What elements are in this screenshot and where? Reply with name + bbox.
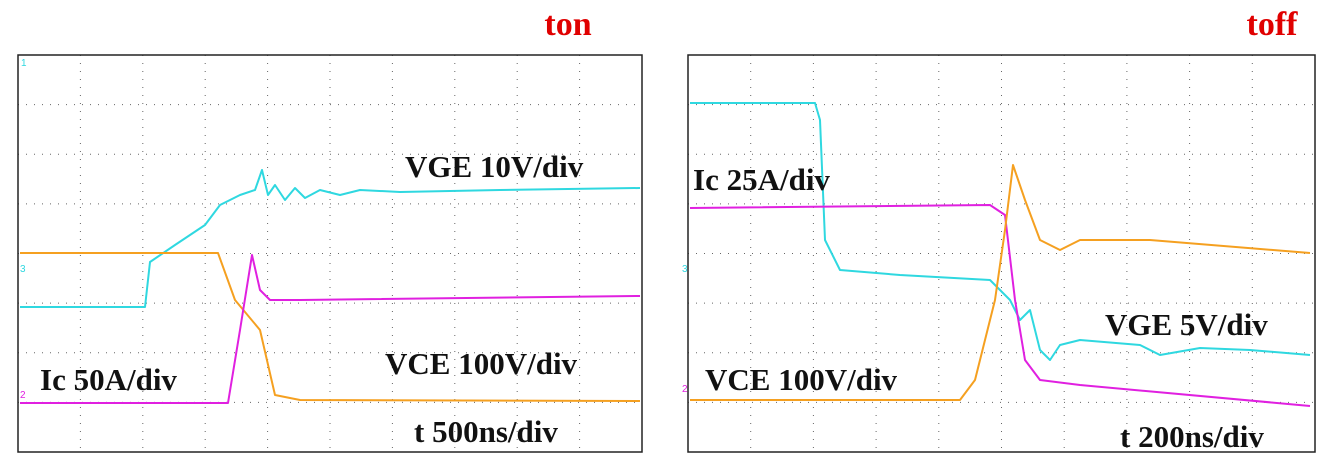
- panel-title: toff: [1247, 6, 1299, 43]
- channel-marker: 1: [21, 58, 27, 69]
- time-label: t 200ns/div: [1120, 419, 1264, 454]
- channel-marker: 2: [20, 390, 26, 401]
- vce-label: VCE 100V/div: [385, 346, 578, 381]
- vce-label: VCE 100V/div: [705, 362, 898, 397]
- vge-trace: [20, 170, 640, 307]
- scope-screenshot: ton toff VGE 10V/div Ic 50A/div VCE 100V…: [0, 0, 1322, 454]
- vge-label: VGE 10V/div: [405, 149, 584, 184]
- channel-marker: 3: [20, 264, 26, 275]
- ic-label: Ic 50A/div: [40, 362, 177, 397]
- channel-marker: 2: [682, 384, 688, 395]
- channel-marker: 3: [682, 264, 688, 275]
- panel-title: ton: [544, 6, 591, 43]
- vge-label: VGE 5V/div: [1105, 307, 1268, 342]
- ic-label: Ic 25A/div: [693, 162, 830, 197]
- time-label: t 500ns/div: [414, 414, 558, 449]
